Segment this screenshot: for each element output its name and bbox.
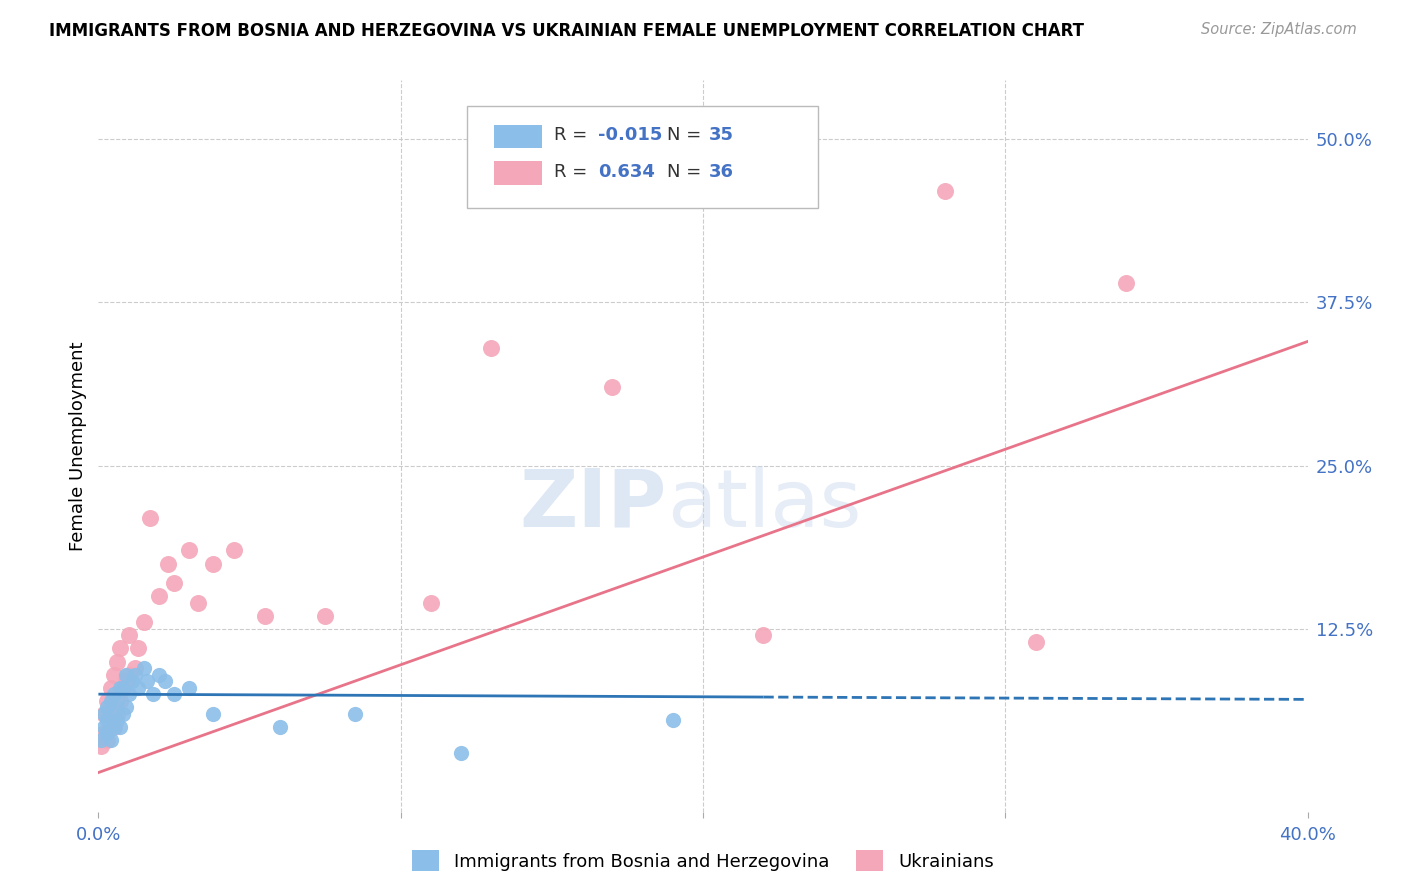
Point [100,681,122,695]
Point [142,687,165,701]
Point [105,655,128,669]
Point [105,706,128,721]
Point [108,681,131,695]
Point [156,557,179,571]
Point [163,576,186,591]
Text: R =: R = [554,162,599,181]
Point [90,739,112,754]
FancyBboxPatch shape [494,125,543,148]
Point [602,380,624,394]
Point [153,674,176,689]
Text: -0.015: -0.015 [598,126,662,145]
Point [100,732,122,747]
Point [118,667,141,681]
Point [179,681,201,695]
Point [96,726,118,740]
Text: 0.634: 0.634 [598,162,655,181]
Point [314,608,336,623]
Point [253,608,276,623]
Point [103,720,125,734]
Point [202,706,225,721]
Y-axis label: Female Unemployment: Female Unemployment [69,342,87,550]
Point [224,543,246,558]
Point [127,641,149,656]
Point [344,706,367,721]
FancyBboxPatch shape [494,161,543,185]
Point [420,596,443,610]
Point [96,700,118,714]
Point [139,511,162,525]
Point [118,628,141,642]
Text: atlas: atlas [666,466,860,543]
Point [105,714,128,728]
Point [124,667,146,681]
Point [100,694,122,708]
Point [202,557,225,571]
Point [661,714,683,728]
Point [96,714,118,728]
Text: N =: N = [666,126,707,145]
Text: 35: 35 [709,126,734,145]
Point [111,681,134,695]
Point [450,746,472,760]
Point [105,694,128,708]
Point [127,681,149,695]
Point [108,641,131,656]
Point [135,674,157,689]
Point [103,706,125,721]
Point [103,687,125,701]
Point [269,720,291,734]
Point [103,667,125,681]
Point [752,628,775,642]
Text: ZIP: ZIP [519,466,666,543]
Point [179,543,201,558]
Point [93,706,115,721]
Point [118,687,141,701]
Point [934,184,956,198]
Text: N =: N = [666,162,707,181]
Text: 36: 36 [709,162,734,181]
Point [121,674,143,689]
Point [93,726,115,740]
Point [132,615,155,630]
Point [124,661,146,675]
Point [148,667,170,681]
Point [103,720,125,734]
Text: R =: R = [554,126,593,145]
Point [1115,276,1137,290]
Point [114,700,136,714]
Point [163,687,186,701]
Point [96,732,118,747]
Point [114,674,136,689]
FancyBboxPatch shape [467,106,818,209]
Point [108,720,131,734]
Text: IMMIGRANTS FROM BOSNIA AND HERZEGOVINA VS UKRAINIAN FEMALE UNEMPLOYMENT CORRELAT: IMMIGRANTS FROM BOSNIA AND HERZEGOVINA V… [49,22,1084,40]
Point [132,661,155,675]
Point [111,681,134,695]
Point [187,596,209,610]
Point [93,706,115,721]
Point [1024,635,1046,649]
Legend: Immigrants from Bosnia and Herzegovina, Ukrainians: Immigrants from Bosnia and Herzegovina, … [405,843,1001,879]
Point [90,732,112,747]
Point [108,694,131,708]
Point [481,341,503,355]
Point [93,720,115,734]
Point [148,589,170,603]
Point [114,667,136,681]
Text: Source: ZipAtlas.com: Source: ZipAtlas.com [1201,22,1357,37]
Point [111,706,134,721]
Point [96,694,118,708]
